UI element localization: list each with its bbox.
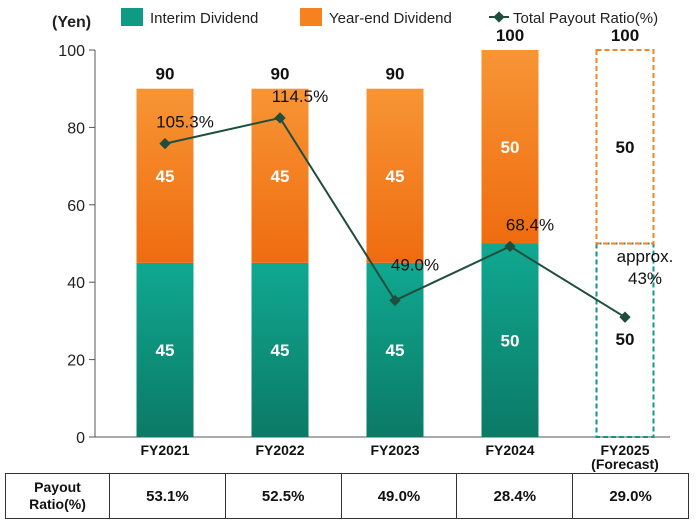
payout-ratio-point — [504, 240, 516, 253]
bar-interim-dividend — [481, 243, 539, 437]
y-tick-label: 0 — [76, 430, 85, 447]
bar-total-label: 100 — [496, 26, 524, 45]
bar-interim-dividend — [251, 262, 309, 437]
payout-ratio-label-line: 68.4% — [506, 215, 554, 234]
bar-total-label: 90 — [271, 65, 290, 84]
payout-cell-fy2024: 28.4% — [456, 473, 574, 519]
payout-ratio-label: 114.5% — [272, 87, 328, 106]
y-axis-unit-label: (Yen) — [52, 14, 91, 31]
payout-ratio-label: 105.3% — [156, 113, 214, 132]
payout-ratio-point — [619, 311, 631, 323]
bar-interim-value-label: 45 — [156, 341, 175, 360]
bar-year-end-value-label: 45 — [386, 167, 405, 186]
payout-ratio-label: 49.0% — [391, 255, 439, 274]
row-header-line2: Ratio(%) — [29, 496, 86, 512]
row-header-line1: Payout — [34, 479, 81, 495]
legend-swatch-interim — [121, 8, 143, 26]
bar-year-end-value-label: 50 — [616, 138, 635, 157]
bar-year-end-dividend — [366, 88, 424, 263]
legend-label-payout: Total Payout Ratio(%) — [513, 10, 658, 27]
payout-ratio-label: approx. 43% — [617, 247, 674, 288]
y-tick-label: 40 — [67, 275, 85, 292]
bar-year-end-value-label: 50 — [501, 138, 520, 157]
payout-ratio-label-line: 105.3% — [156, 113, 214, 132]
y-tick-label: 60 — [67, 198, 85, 215]
payout-cell-fy2021: 53.1% — [109, 473, 226, 519]
bar-interim-value-label: 50 — [616, 330, 635, 349]
x-tick-label: FY2025 — [600, 442, 649, 458]
payout-ratio-label: 68.4% — [506, 215, 554, 234]
x-tick-label: FY2021 — [140, 442, 189, 458]
payout-cell-fy2023: 49.0% — [340, 473, 458, 519]
y-tick-label: 20 — [67, 353, 85, 370]
bar-year-end-value-label: 45 — [156, 167, 175, 186]
y-tick-label: 100 — [58, 43, 85, 60]
legend-label-year-end: Year-end Dividend — [329, 10, 452, 27]
bar-interim-value-label: 50 — [501, 331, 520, 350]
x-tick-label: FY2022 — [255, 442, 304, 458]
payout-ratio-label-line: 49.0% — [391, 255, 439, 274]
x-tick-note: (Forecast) — [591, 456, 659, 472]
payout-ratio-label-line: approx. — [617, 247, 674, 266]
payout-ratio-point — [389, 294, 401, 307]
bar-year-end-dividend — [481, 50, 539, 244]
payout-ratio-table: Payout Ratio(%) 53.1% 52.5% 49.0% 28.4% … — [5, 473, 689, 519]
bar-year-end-dividend-forecast — [595, 49, 655, 245]
bar-year-end-dividend — [136, 88, 194, 263]
bar-year-end-value-label: 45 — [271, 167, 290, 186]
legend-marker-diamond — [493, 11, 505, 23]
bar-interim-value-label: 45 — [271, 341, 290, 360]
dividend-chart: (Yen) 0 20 40 60 80 100 FY2021 FY2022 FY2023 FY202… — [52, 8, 674, 472]
bar-interim-dividend-forecast — [595, 242, 655, 438]
bar-total-label: 90 — [386, 65, 405, 84]
bar-total-label: 100 — [611, 26, 639, 45]
bar-interim-value-label: 45 — [386, 341, 405, 360]
bar-interim-dividend — [136, 262, 194, 437]
payout-ratio-row-header: Payout Ratio(%) — [5, 473, 110, 519]
payout-ratio-point — [159, 137, 171, 150]
x-tick-label: FY2024 — [485, 442, 534, 458]
payout-ratio-label-line: 114.5% — [272, 87, 328, 106]
payout-cell-fy2022: 52.5% — [224, 473, 342, 519]
payout-ratio-label-line: 43% — [628, 269, 662, 288]
table-row: Payout Ratio(%) 53.1% 52.5% 49.0% 28.4% … — [5, 473, 689, 519]
legend-label-interim: Interim Dividend — [150, 10, 258, 27]
legend-swatch-year-end — [300, 8, 322, 26]
bar-total-label: 90 — [156, 65, 175, 84]
y-tick-label: 80 — [67, 120, 85, 137]
payout-cell-fy2025: 29.0% — [572, 473, 689, 519]
x-tick-label: FY2023 — [370, 442, 419, 458]
